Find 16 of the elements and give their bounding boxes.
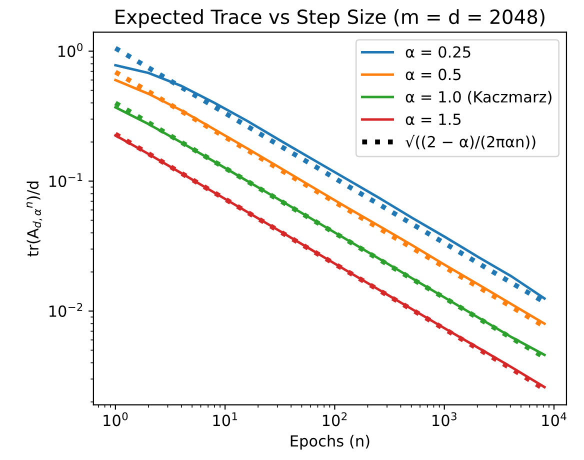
legend-label: α = 0.5: [406, 68, 461, 80]
legend-label: α = 1.5: [406, 114, 461, 126]
y-tick-label: 10$^{0}$: [58, 43, 83, 58]
chart-title: Expected Trace vs Step Size (m = d = 2048): [116, 9, 544, 28]
y-axis-title: tr(A$_{d,α}$$^{n}$)/d: [26, 182, 42, 257]
x-axis-title: Epochs (n): [290, 434, 370, 450]
legend-label: α = 1.0 (Kaczmarz): [406, 90, 552, 104]
x-tick-label: 10$^{1}$: [213, 412, 238, 426]
x-tick-label: 10$^{2}$: [322, 412, 347, 426]
legend-label: √((2 − α)/(2παn)): [405, 134, 536, 150]
x-tick-label: 10$^{4}$: [542, 412, 566, 426]
x-tick-label: 10$^{3}$: [432, 412, 456, 426]
legend-label: α = 0.25: [406, 46, 470, 58]
y-tick-label: 10$^{−1}$: [49, 173, 82, 188]
y-tick-label: 10$^{−2}$: [49, 302, 82, 317]
x-tick-label: 10$^{0}$: [104, 412, 128, 426]
